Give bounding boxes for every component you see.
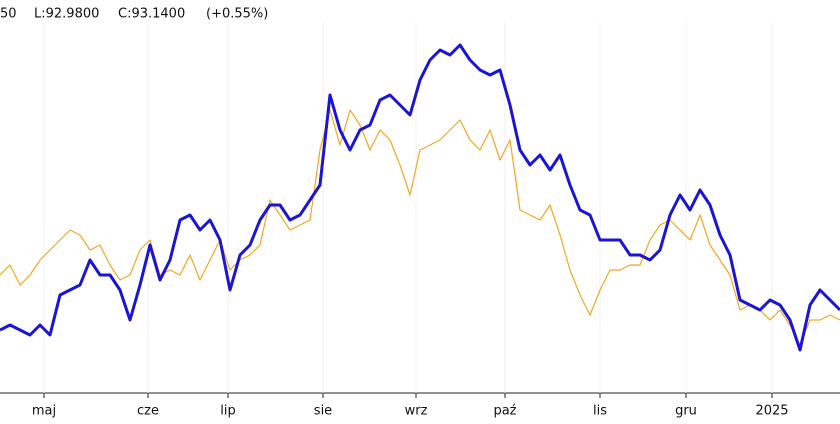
x-tick-label: gru xyxy=(675,404,697,419)
series-line xyxy=(0,109,840,346)
x-tick-label: wrz xyxy=(405,404,428,419)
header-high: 50 xyxy=(0,7,17,22)
x-tick-label: cze xyxy=(137,404,159,419)
series-line xyxy=(0,43,840,352)
x-tick-label: 2025 xyxy=(755,404,788,419)
x-tick-label: paź xyxy=(493,404,516,419)
x-tick-label: sie xyxy=(314,404,332,419)
x-tick-label: maj xyxy=(32,404,56,419)
x-tick-label: lis xyxy=(593,404,607,419)
header-close: C:93.1400 xyxy=(118,7,185,22)
header-low: L:92.9800 xyxy=(34,7,99,22)
x-tick-label: lip xyxy=(220,404,235,419)
header-change: (+0.55%) xyxy=(206,7,268,22)
